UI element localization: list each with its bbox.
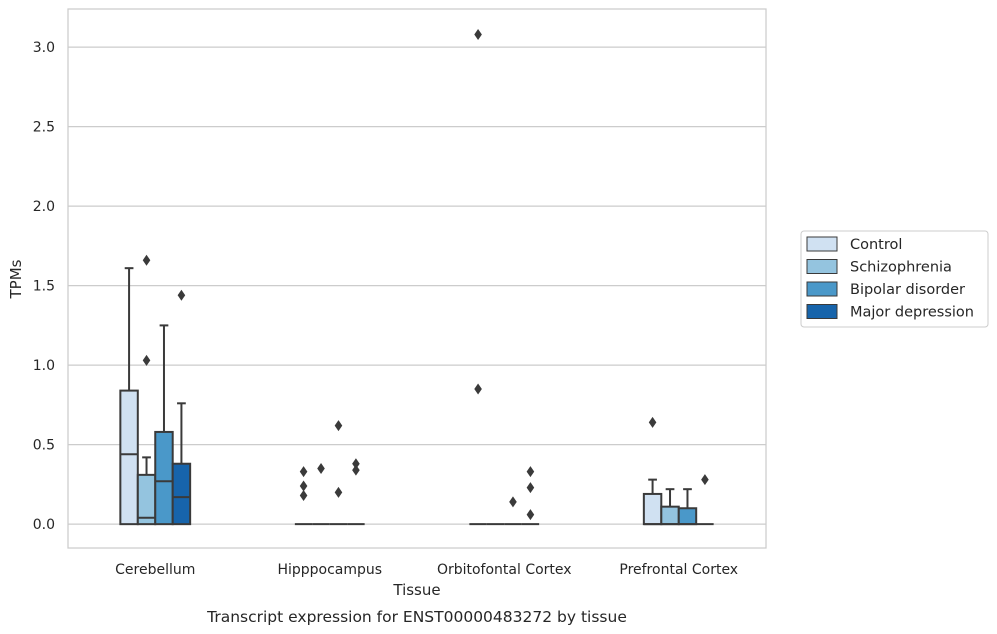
box-body	[642, 492, 663, 526]
legend-label: Schizophrenia	[850, 260, 952, 276]
outlier-point	[177, 289, 186, 301]
legend-frame	[800, 230, 989, 328]
box-body	[677, 507, 698, 526]
legend: Control Schizophrenia Bipolar disorder Majo…	[800, 230, 989, 328]
legend-label: Control	[850, 237, 902, 253]
y-tick-label: 1.5	[33, 279, 55, 295]
outlier-point	[526, 509, 535, 521]
legend-swatch	[806, 236, 838, 252]
box-body	[171, 462, 192, 526]
y-tick-label: 0.5	[33, 438, 55, 454]
x-tick-label: Hipppocampus	[277, 562, 382, 578]
x-tick-labels: Cerebellum Hipppocampus Orbitofontal Corte…	[115, 562, 738, 578]
boxes	[119, 28, 714, 526]
box-body	[136, 473, 157, 526]
legend-swatch	[806, 281, 838, 297]
box-0-1	[136, 254, 157, 526]
box-body	[660, 505, 680, 526]
box-body	[119, 389, 139, 526]
box-0-0	[119, 267, 139, 526]
outlier-point	[648, 416, 657, 428]
box-3-0	[642, 416, 663, 526]
box-0-2	[154, 324, 174, 526]
figure-caption: Transcript expression for ENST0000048327…	[206, 608, 627, 626]
outlier-point	[474, 383, 482, 395]
y-tick-label: 2.0	[33, 199, 55, 215]
y-tick-labels: 0.0 0.5 1.0 1.5 2.0 2.5 3.0	[33, 40, 55, 533]
box-1-2	[329, 420, 348, 526]
x-tick-label: Cerebellum	[115, 562, 195, 578]
box-1-3	[347, 458, 365, 526]
box-3-2	[677, 488, 698, 526]
x-axis-label: Tissue	[392, 581, 440, 599]
outlier-point	[299, 480, 308, 492]
box-1-0	[294, 466, 313, 526]
outlier-point	[474, 28, 482, 40]
outlier-point	[352, 464, 360, 476]
outlier-point	[317, 463, 325, 475]
outlier-point	[142, 354, 151, 366]
outlier-point	[334, 486, 343, 498]
outlier-point	[526, 466, 535, 478]
outlier-point	[142, 254, 151, 266]
outlier-point	[299, 490, 308, 502]
legend-label: Bipolar disorder	[850, 282, 965, 298]
x-tick-label: Prefrontal Cortex	[619, 562, 738, 578]
y-axis-label: TPMs	[7, 259, 25, 299]
outlier-point	[334, 420, 343, 432]
y-tick-label: 1.0	[33, 358, 55, 374]
box-2-3	[521, 466, 540, 526]
box-2-2	[504, 496, 522, 526]
outlier-point	[509, 496, 517, 508]
legend-swatch	[806, 259, 838, 274]
outlier-point	[352, 458, 360, 470]
box-3-1	[660, 488, 680, 526]
legend-swatch	[806, 304, 838, 319]
box-0-3	[171, 289, 192, 526]
outlier-point	[701, 474, 709, 486]
y-tick-label: 3.0	[33, 40, 55, 56]
outlier-point	[526, 482, 535, 494]
legend-label: Major depression	[850, 305, 974, 321]
box-3-3	[696, 474, 714, 526]
y-tick-label: 0.0	[33, 517, 55, 533]
box-body	[154, 430, 174, 526]
plot-frame	[67, 8, 767, 549]
grid-lines	[68, 46, 766, 525]
box-2-0	[469, 28, 487, 526]
y-tick-label: 2.5	[33, 120, 55, 136]
box-1-1	[312, 463, 330, 526]
outlier-point	[299, 466, 308, 478]
x-tick-label: Orbitofontal Cortex	[437, 562, 572, 578]
